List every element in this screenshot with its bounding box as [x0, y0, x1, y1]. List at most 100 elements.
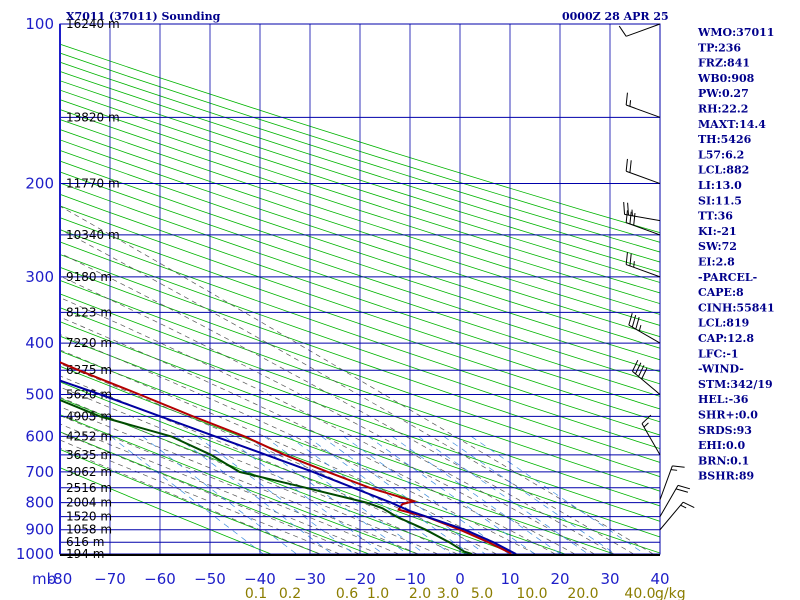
wind-barb-halfflag [670, 469, 678, 471]
pressure-tick-label: 700 [25, 463, 54, 481]
moist-adiabat [60, 396, 438, 554]
index-item: TT:36 [698, 210, 733, 223]
wind-barb-shaft [628, 324, 661, 344]
wind-barb [659, 501, 695, 531]
index-item: TH:5426 [698, 133, 752, 146]
temperature-tick-label: 40 [650, 570, 669, 588]
profile-parcel [60, 379, 517, 554]
wind-barb-flag [675, 488, 689, 493]
dry-adiabat [60, 414, 419, 554]
wind-barb-flag [672, 465, 685, 468]
index-item: LCL:882 [698, 164, 749, 177]
index-item: -PARCEL- [698, 271, 757, 284]
height-label: 13820 m [66, 110, 120, 124]
index-item: HEL:-36 [698, 393, 749, 406]
wind-barb [625, 252, 661, 278]
temperature-tick-label: −70 [94, 570, 126, 588]
wind-barb [625, 92, 661, 118]
profile-dewpoint [60, 398, 473, 554]
wind-barb-flag [625, 158, 628, 172]
index-item: TP:236 [698, 41, 741, 54]
temperature-tick-label: −50 [194, 570, 226, 588]
wind-barb-halfflag [638, 325, 642, 332]
height-label: 3635 m [66, 448, 112, 462]
wind-barb-flag [629, 253, 632, 266]
wind-barb-shaft [641, 423, 661, 456]
mixing-ratio-unit: g/kg [655, 586, 686, 600]
pressure-tick-label: 800 [25, 494, 54, 512]
pressure-tick-label: 1000 [16, 545, 54, 563]
wind-barb-shaft [626, 104, 661, 118]
wind-barb-flag [631, 315, 637, 328]
moist-adiabat [60, 349, 517, 554]
temperature-tick-label: −20 [344, 570, 376, 588]
mixing-ratio-label: 5.0 [471, 586, 493, 600]
mixing-ratio-line [443, 436, 616, 554]
height-label: 1520 m [66, 510, 112, 524]
mixing-ratio-label: 20.0 [567, 586, 598, 600]
temperature-tick-label: -80 [48, 570, 73, 588]
wind-barb-shaft [624, 213, 661, 222]
wind-barb [618, 23, 661, 37]
pressure-tick-label: 200 [25, 175, 54, 193]
wind-barb-halfflag [643, 422, 649, 428]
pressure-tick-label: 600 [25, 427, 54, 445]
temperature-tick-label: 20 [550, 570, 569, 588]
mixing-ratio-label: 0.1 [245, 586, 267, 600]
wind-barb-flag [682, 501, 695, 509]
wind-barb-flag [627, 202, 629, 216]
index-item: LI:13.0 [698, 179, 742, 192]
wind-barb-flag [635, 317, 640, 330]
wind-barb-flag [629, 160, 632, 173]
index-item: LCL:819 [698, 317, 749, 330]
index-item: EHI:0.0 [698, 439, 745, 452]
height-label: 8123 m [66, 305, 112, 319]
mixing-ratio-line [110, 436, 264, 554]
wind-barb-flag [625, 210, 628, 223]
height-label: 10340 m [66, 228, 120, 242]
index-item: RH:22.2 [698, 103, 748, 116]
wind-barb-flag [677, 484, 691, 490]
index-item: EI:2.8 [698, 256, 735, 269]
wind-barb [628, 313, 661, 344]
mixing-ratio-line [176, 436, 333, 554]
profiles [60, 361, 517, 554]
temperature-tick-label: −40 [244, 570, 276, 588]
height-label: 4252 m [66, 429, 112, 443]
temperature-tick-label: −30 [294, 570, 326, 588]
wind-barb-halfflag [629, 100, 632, 107]
pressure-tick-label: 100 [25, 15, 54, 33]
temperature-tick-label: −10 [394, 570, 426, 588]
wind-barb [625, 158, 661, 185]
y-unit-label: mb [32, 570, 56, 588]
moist-adiabat [60, 334, 536, 554]
index-item: FRZ:841 [698, 57, 750, 70]
dry-adiabat [60, 431, 370, 554]
index-item: KI:-21 [698, 225, 737, 238]
wind-barb-halfflag [680, 504, 687, 509]
height-label: 194 m [66, 547, 104, 561]
height-label: 5620 m [66, 388, 112, 402]
index-item: PW:0.27 [698, 87, 749, 100]
height-label: 3062 m [66, 465, 112, 479]
index-item: MAXT:14.4 [698, 118, 766, 131]
height-labels: 16240 m 13820 m 11770 m 10340 m 9180 m 8123 m… [66, 17, 120, 561]
wind-barb-shaft [626, 222, 661, 236]
grid-clip [60, 43, 660, 554]
wind-barb-shaft [626, 264, 661, 278]
chart-time: 0000Z 28 APR 25 [562, 10, 669, 23]
wind-barb-flag [629, 211, 632, 225]
index-item: CAP:12.8 [698, 332, 754, 345]
height-label: 4905 m [66, 409, 112, 423]
index-item: CAPE:8 [698, 286, 744, 299]
wind-barb-flag [638, 365, 645, 377]
mixing-ratio-line [417, 436, 589, 554]
wind-barb-flag [625, 252, 628, 265]
wind-barb-flag [631, 359, 639, 372]
index-item: L57:6.2 [698, 148, 744, 161]
height-label: 16240 m [66, 17, 120, 31]
wind-barb-flag [641, 367, 648, 380]
height-label: 2516 m [66, 481, 112, 495]
mixing-ratio-label: 1.0 [367, 586, 389, 600]
